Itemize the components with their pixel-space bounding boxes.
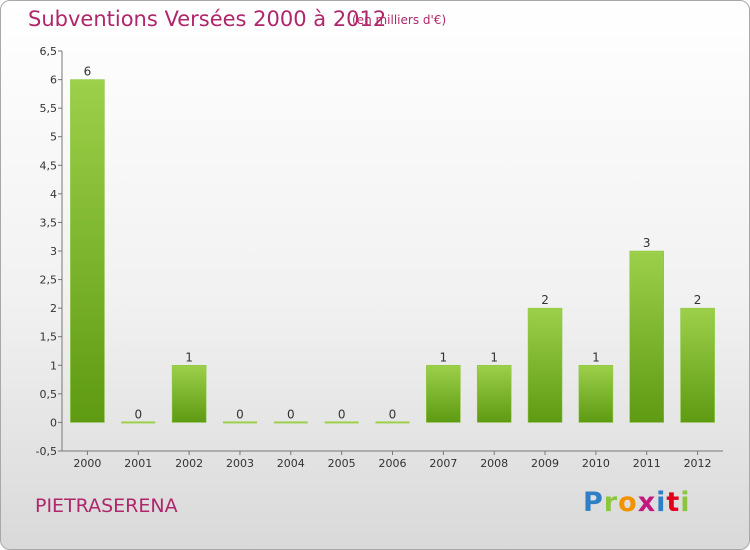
logo-letter: r xyxy=(603,487,619,518)
data-label: 3 xyxy=(643,236,651,250)
y-tick-label: 1,5 xyxy=(40,331,58,344)
x-tick-label: 2005 xyxy=(328,457,356,470)
y-tick-label: 6,5 xyxy=(40,45,58,58)
y-tick-label: 5 xyxy=(50,131,57,144)
commune-name: PIETRASERENA xyxy=(35,495,178,517)
x-tick-label: 2007 xyxy=(429,457,457,470)
bar xyxy=(680,307,715,423)
bar xyxy=(121,421,156,424)
logo-letter: t xyxy=(666,487,681,518)
bar xyxy=(629,250,664,423)
y-tick-label: 2 xyxy=(50,302,57,315)
x-tick-label: 2006 xyxy=(379,457,407,470)
data-label: 0 xyxy=(236,407,244,421)
x-tick-label: 2001 xyxy=(124,457,152,470)
y-tick-label: 4 xyxy=(50,188,57,201)
x-tick-label: 2002 xyxy=(175,457,203,470)
y-tick-label: 0,5 xyxy=(40,388,58,401)
data-label: 1 xyxy=(490,350,498,364)
x-tick-label: 2012 xyxy=(684,457,712,470)
y-tick-label: 0 xyxy=(50,416,57,429)
x-tick-label: 2000 xyxy=(73,457,101,470)
bar xyxy=(426,365,461,423)
y-tick-label: 1 xyxy=(50,359,57,372)
x-tick-label: 2010 xyxy=(582,457,610,470)
logo-letter: P xyxy=(583,487,604,518)
data-label: 0 xyxy=(134,407,142,421)
y-tick-label: 2,5 xyxy=(40,274,58,287)
axes xyxy=(58,50,723,455)
data-label: 2 xyxy=(541,293,549,307)
data-label: 0 xyxy=(389,407,397,421)
x-tick-label: 2004 xyxy=(277,457,305,470)
x-tick-label: 2008 xyxy=(480,457,508,470)
bar xyxy=(70,79,105,423)
bar xyxy=(527,307,563,423)
proxiti-logo[interactable]: Proxiti xyxy=(583,487,691,518)
bar xyxy=(375,421,410,424)
y-tick-label: 6 xyxy=(50,74,57,87)
chart-subtitle: (en milliers d'€) xyxy=(352,13,447,27)
y-tick-label: 3,5 xyxy=(40,216,58,229)
y-tick-label: 5,5 xyxy=(40,102,58,115)
data-label: 1 xyxy=(185,350,193,364)
y-tick-label: 4,5 xyxy=(40,159,58,172)
bar xyxy=(324,421,359,424)
bar xyxy=(476,365,512,423)
x-tick-label: 2009 xyxy=(531,457,559,470)
bar xyxy=(273,421,308,424)
y-tick-label: -0,5 xyxy=(36,445,57,458)
data-label: 0 xyxy=(338,407,346,421)
data-label: 1 xyxy=(440,350,448,364)
chart-title: Subventions Versées 2000 à 2012 xyxy=(28,7,387,31)
data-label: 1 xyxy=(592,350,600,364)
bars xyxy=(70,79,715,424)
logo-letter: o xyxy=(618,487,638,518)
bar xyxy=(171,365,207,423)
x-tick-label: 2011 xyxy=(633,457,661,470)
data-label: 0 xyxy=(287,407,295,421)
logo-letter: i xyxy=(656,487,667,518)
y-tick-label: 3 xyxy=(50,245,57,258)
data-label: 6 xyxy=(84,65,92,79)
labels: -0,500,511,522,533,544,555,566,562000020… xyxy=(36,45,712,470)
logo-letter: x xyxy=(637,487,657,518)
bar xyxy=(578,365,614,423)
bar xyxy=(222,421,257,424)
logo-letter: i xyxy=(680,487,691,518)
x-tick-label: 2003 xyxy=(226,457,254,470)
data-label: 2 xyxy=(694,293,702,307)
